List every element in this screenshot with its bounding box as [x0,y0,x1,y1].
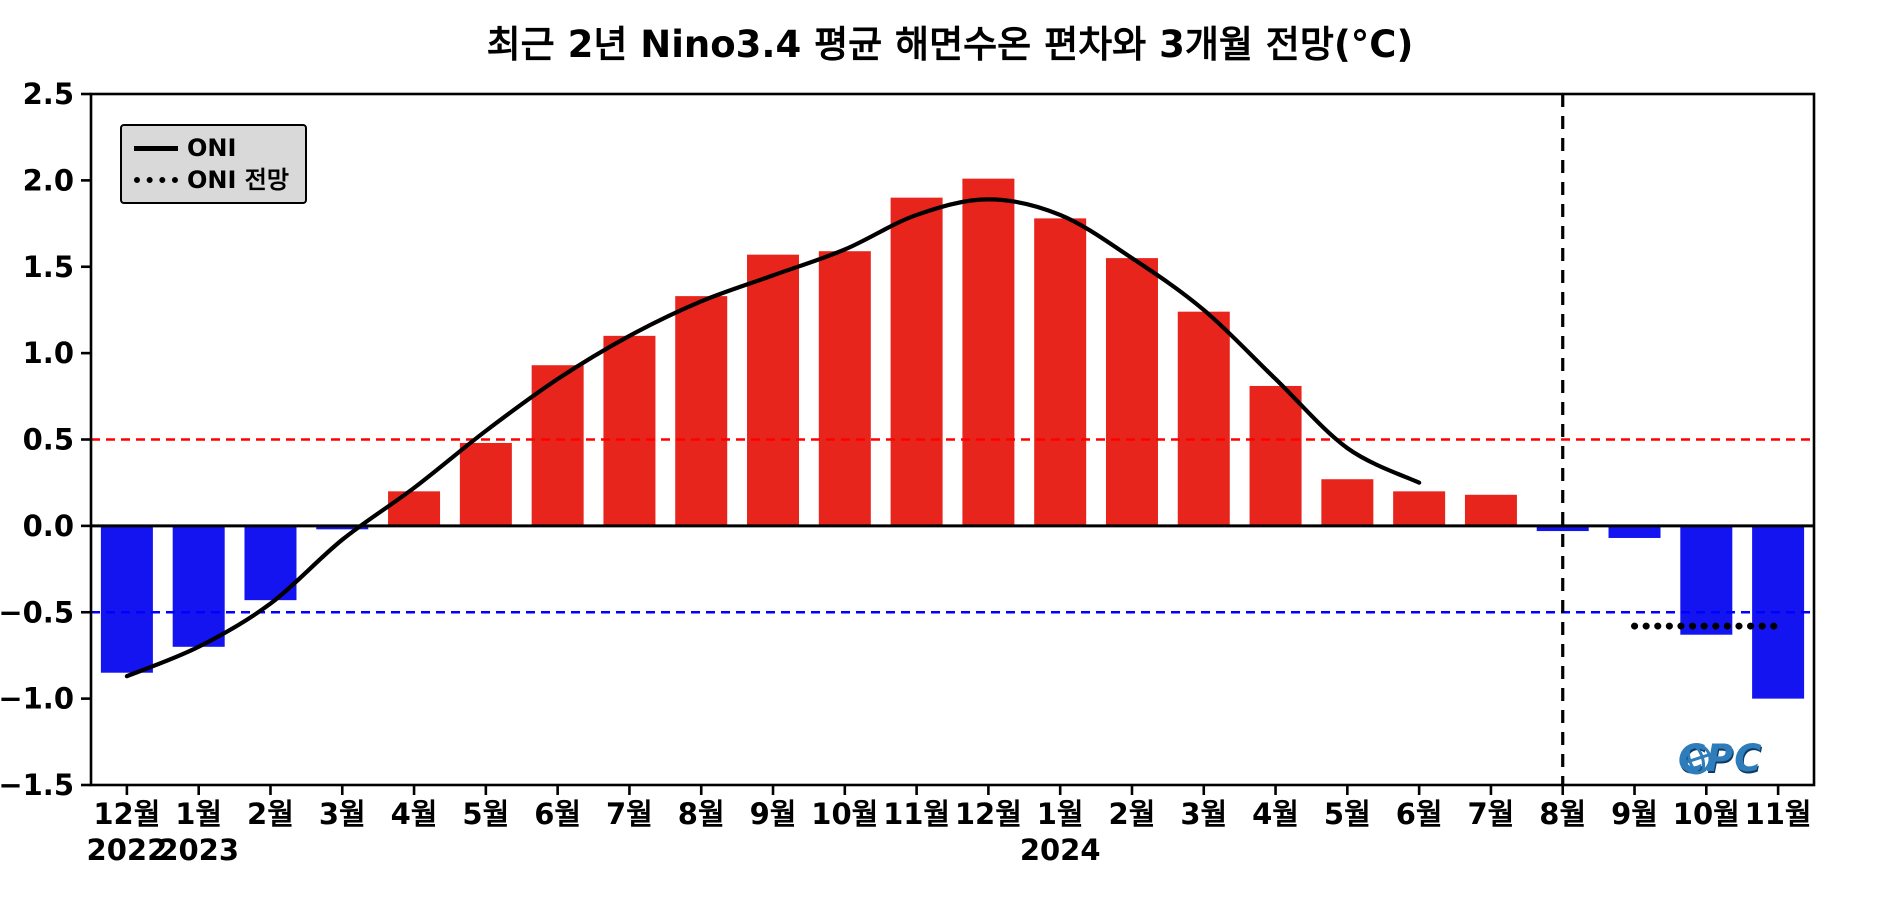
bar [675,296,728,526]
chart-title: 최근 2년 Nino3.4 평균 해면수온 편차와 3개월 전망(°C) [486,23,1414,66]
legend-item-oni: ONI [134,136,289,160]
month-label: 1월 [175,797,222,831]
month-label: 5월 [462,797,509,831]
oni-legend-label: ONI [187,134,237,162]
y-tick-label: 2.5 [23,77,74,111]
bar [1536,525,1589,532]
month-label: 11월 [883,797,950,831]
bar [1249,385,1302,526]
year-label: 2022 [87,833,168,867]
bar [1034,218,1087,526]
month-label: 4월 [1252,797,1299,831]
month-label: 1월 [1037,797,1084,831]
bar [1680,525,1733,635]
month-label: 2월 [247,797,294,831]
cpc-logo: CPC [1678,740,1762,777]
bar [890,197,943,526]
y-tick-label: 0.0 [23,509,74,543]
month-label: 7월 [1468,797,1515,831]
month-label: 3월 [1180,797,1227,831]
month-label: 4월 [391,797,438,831]
bar [962,178,1015,526]
bar [172,525,225,647]
y-tick-label: −0.5 [0,595,74,629]
year-label: 2023 [158,833,239,867]
bar [747,254,800,526]
bar [818,251,871,526]
month-label: 10월 [811,797,878,831]
month-label: 9월 [1611,797,1658,831]
bar [1393,491,1446,526]
bar [1608,525,1661,538]
y-tick-label: 1.5 [23,250,74,284]
y-tick-label: 0.5 [23,423,74,457]
bar [1321,479,1374,526]
oni-forecast-legend-label: ONI 전망 [187,166,289,194]
month-label: 12월 [93,797,160,831]
oni-forecast-line-sample [134,177,178,183]
month-label: 9월 [750,797,797,831]
bar [1177,311,1230,526]
month-label: 8월 [1539,797,1586,831]
month-label: 5월 [1324,797,1371,831]
bar [603,335,656,526]
month-label: 3월 [319,797,366,831]
month-label: 10월 [1673,797,1740,831]
month-label: 12월 [955,797,1022,831]
bar [388,491,441,526]
y-tick-label: −1.0 [0,682,74,716]
month-label: 7월 [606,797,653,831]
bar [316,525,369,530]
year-label: 2024 [1020,833,1101,867]
globe-icon [1680,743,1712,775]
oni-line [124,197,1422,679]
legend: ONI ONI 전망 [120,124,307,204]
month-label: 6월 [534,797,581,831]
month-label: 6월 [1396,797,1443,831]
month-label: 2월 [1109,797,1156,831]
month-label: 11월 [1745,797,1812,831]
legend-item-oni-forecast: ONI 전망 [134,168,289,192]
bar [1464,494,1517,526]
month-label: 8월 [678,797,725,831]
bar [1105,258,1158,526]
y-tick-label: −1.5 [0,768,74,802]
y-tick-label: 2.0 [23,163,74,197]
y-tick-label: 1.0 [23,336,74,370]
oni-line-sample [134,145,178,151]
bar [459,442,512,526]
bar [100,525,153,673]
